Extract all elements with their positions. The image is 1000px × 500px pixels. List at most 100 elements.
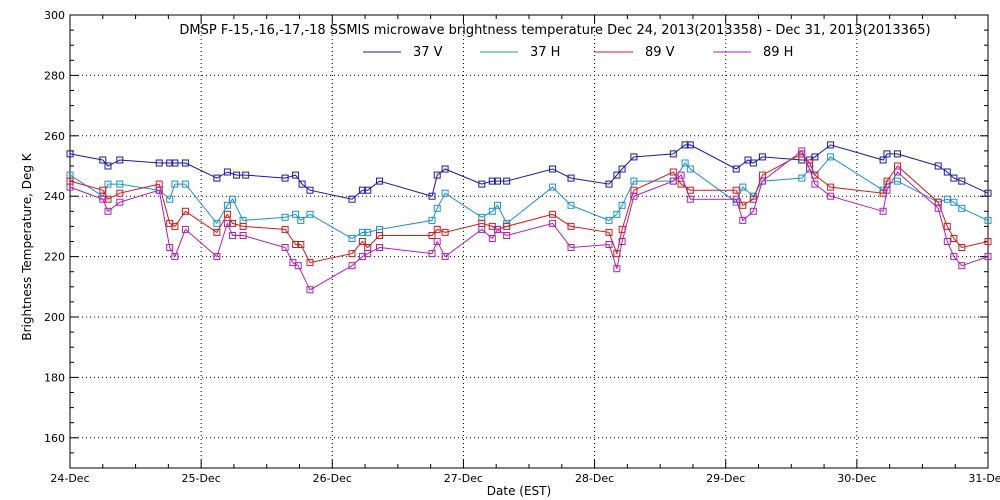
data-point: [242, 171, 250, 179]
data-point: [984, 216, 992, 224]
data-point: [630, 192, 638, 200]
data-point: [297, 241, 305, 248]
data-point: [943, 168, 951, 176]
data-point: [104, 162, 112, 170]
grid-lines: [70, 15, 988, 468]
data-point: [567, 174, 575, 182]
data-point: [181, 207, 189, 215]
y-tick-label: 260: [44, 130, 65, 143]
data-point: [894, 177, 901, 185]
x-axis-label: Date (EST): [487, 484, 551, 498]
axis-ticks: 160 180 200 220 240 260 280 300 24-Dec 25-Dec 26-D…: [44, 9, 1000, 485]
series-line: [69, 144, 989, 200]
data-point: [223, 201, 231, 209]
data-point: [739, 201, 747, 209]
x-tick-label: 24-Dec: [50, 472, 89, 485]
data-point: [950, 198, 958, 206]
data-point: [376, 244, 383, 251]
data-point: [950, 174, 958, 182]
data-point: [503, 222, 511, 230]
data-point: [104, 180, 112, 188]
data-point: [171, 159, 179, 167]
legend: 37 V 37 H 89 V 89 H: [363, 45, 793, 60]
series-89-v: [66, 150, 992, 267]
x-tick-label: 26-Dec: [313, 472, 352, 485]
data-point: [958, 244, 966, 251]
data-point: [758, 153, 766, 161]
data-point: [358, 238, 366, 245]
data-point: [116, 180, 124, 188]
data-point: [669, 177, 677, 185]
data-point: [229, 195, 237, 203]
y-tick-label: 240: [44, 190, 65, 203]
data-point: [181, 180, 189, 188]
data-point: [181, 225, 189, 233]
series-37-h: [66, 153, 992, 242]
data-point: [943, 222, 951, 230]
data-point: [681, 159, 689, 167]
data-point: [984, 253, 992, 261]
data-point: [827, 153, 835, 161]
data-point: [292, 171, 300, 179]
data-point: [239, 232, 247, 239]
data-point: [883, 186, 891, 194]
data-point: [171, 253, 179, 261]
data-point: [99, 186, 107, 194]
data-point: [213, 228, 221, 236]
data-point: [306, 186, 314, 194]
data-point: [827, 192, 835, 200]
data-point: [494, 225, 501, 233]
data-point: [806, 165, 814, 173]
data-point: [229, 232, 237, 239]
series-89-h: [66, 147, 992, 294]
legend-label: 89 H: [763, 45, 793, 60]
data-point: [297, 216, 305, 224]
data-point: [811, 180, 819, 188]
data-point: [749, 207, 757, 215]
data-point: [306, 286, 314, 294]
data-point: [478, 180, 486, 188]
data-point: [503, 232, 511, 239]
data-point: [116, 156, 124, 164]
data-point: [428, 192, 436, 200]
data-point: [213, 219, 221, 227]
data-point: [669, 168, 677, 176]
data-point: [605, 216, 613, 224]
data-point: [229, 219, 237, 227]
y-tick-label: 300: [44, 9, 65, 22]
data-point: [618, 165, 626, 173]
series-layer: [66, 141, 992, 294]
x-tick-label: 25-Dec: [182, 472, 221, 485]
data-point: [66, 150, 74, 158]
data-point: [827, 141, 835, 149]
data-point: [294, 262, 302, 270]
data-point: [104, 207, 112, 215]
data-point: [758, 177, 766, 185]
y-axis-label: Brightness Temperature, Deg K: [20, 152, 34, 340]
data-point: [749, 195, 757, 203]
data-point: [732, 195, 740, 203]
y-tick-label: 160: [44, 432, 65, 445]
series-line: [69, 150, 989, 291]
x-tick-label: 30-Dec: [837, 472, 876, 485]
series-line: [69, 156, 989, 240]
legend-label: 89 V: [645, 45, 675, 60]
plot-area-frame: [69, 14, 989, 469]
data-point: [292, 241, 300, 248]
data-point: [958, 204, 966, 212]
data-point: [630, 177, 638, 185]
data-point: [630, 153, 638, 161]
x-tick-label: 29-Dec: [706, 472, 745, 485]
data-point: [549, 219, 557, 227]
series-line: [69, 153, 989, 264]
data-point: [943, 238, 951, 245]
data-point: [281, 213, 289, 221]
data-point: [950, 235, 958, 242]
data-point: [116, 198, 124, 206]
data-point: [567, 201, 575, 209]
data-point: [934, 204, 942, 212]
data-point: [827, 183, 835, 191]
legend-label: 37 H: [530, 45, 560, 60]
data-point: [686, 165, 694, 173]
